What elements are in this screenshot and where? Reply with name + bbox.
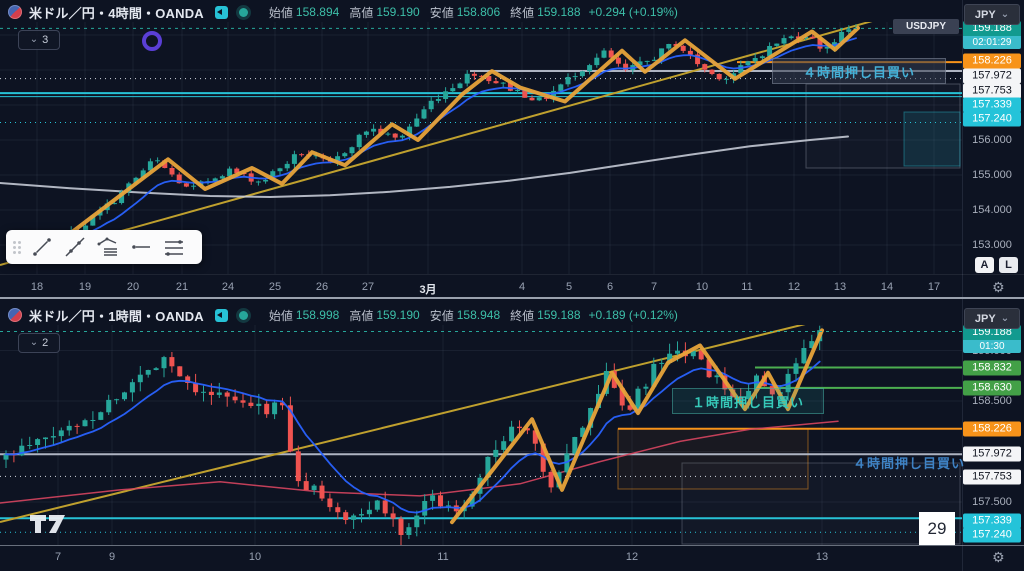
time-axis-separator-bottom [0, 545, 1024, 546]
symbol-title-1h[interactable]: 米ドル／円・1時間・OANDA [29, 308, 204, 324]
usdjpy-pair-icon [8, 5, 22, 19]
chart-pane-0 [0, 22, 962, 274]
price-axis-separator [962, 0, 963, 571]
low-label: 安値 [429, 308, 454, 323]
symbol-title-4h[interactable]: 米ドル／円・4時間・OANDA [29, 5, 204, 21]
ohlc-readout-4h: 始値 158.894 高値 159.190 安値 158.806 終値 159.188 … [259, 4, 678, 21]
chevron-down-icon: ⌄ [29, 337, 39, 348]
open-label: 始値 [268, 5, 293, 20]
high-value: 159.190 [376, 5, 420, 19]
low-value: 158.948 [456, 308, 501, 322]
indicator-icon[interactable] [142, 31, 162, 51]
tradingview-logo[interactable] [30, 512, 76, 541]
close-label: 終値 [510, 308, 535, 323]
close-value: 159.188 [537, 308, 581, 322]
indicator-count: 3 [42, 34, 49, 46]
change-value: +0.189 (+0.12%) [588, 308, 678, 322]
axis-settings-gear-icon[interactable]: ⚙ [992, 549, 1005, 565]
indicator-count: 2 [42, 337, 49, 349]
extended-line-icon[interactable] [63, 235, 87, 259]
high-label: 高値 [349, 5, 374, 20]
drawing-toolbar [6, 230, 202, 264]
currency-label: JPY [974, 312, 996, 325]
log-scale-button[interactable]: L [999, 257, 1018, 273]
annotation-4h-pullback-buy-lower[interactable]: ４時間押し目買い [853, 455, 966, 471]
axis-settings-gear-icon[interactable]: ⚙ [992, 279, 1005, 295]
chart-header-4h: 米ドル／円・4時間・OANDA 始値 158.894 高値 159.190 安値 15… [8, 3, 678, 21]
close-value: 159.188 [537, 5, 581, 19]
high-label: 高値 [349, 308, 374, 323]
toolbar-drag-handle[interactable] [13, 240, 21, 254]
currency-button-1h[interactable]: JPY ⌄ [964, 308, 1020, 329]
currency-button-4h[interactable]: JPY ⌄ [964, 4, 1020, 25]
market-status-icon [238, 310, 248, 320]
chart-header-1h: 米ドル／円・1時間・OANDA 始値 158.998 高値 159.190 安値 15… [8, 306, 678, 324]
time-axis-separator-top [0, 274, 1024, 275]
market-status-icon [238, 7, 248, 17]
open-label: 始値 [268, 308, 293, 323]
annotation-4h-pullback-buy[interactable]: ４時間押し目買い [772, 58, 946, 84]
chevron-down-icon: ⌄ [1000, 312, 1010, 324]
parallel-channel-icon[interactable] [162, 235, 186, 259]
low-value: 158.806 [456, 5, 501, 19]
chevron-down-icon: ⌄ [29, 34, 39, 45]
close-label: 終値 [510, 5, 535, 20]
low-label: 安値 [429, 5, 454, 20]
currency-label: JPY [974, 8, 996, 21]
auto-scale-button[interactable]: A [975, 257, 994, 273]
chart-style-icon[interactable] [214, 5, 228, 19]
panel-splitter[interactable] [0, 297, 1024, 299]
annotation-1h-pullback-buy[interactable]: １時間押し目買い [672, 388, 824, 414]
legend-collapse-button-1h[interactable]: ⌄ 2 [18, 333, 60, 353]
ohlc-readout-1h: 始値 158.998 高値 159.190 安値 158.948 終値 159.188 … [259, 307, 678, 324]
trend-line-icon[interactable] [30, 235, 54, 259]
chevron-down-icon: ⌄ [1000, 8, 1010, 20]
chart-pane-1 [0, 325, 962, 545]
annotation-count-badge[interactable]: 29 [919, 512, 955, 545]
price-line-symbol-tag: USDJPY [893, 19, 959, 34]
high-value: 159.190 [376, 308, 420, 322]
legend-collapse-button-4h[interactable]: ⌄ 3 [18, 30, 60, 50]
pitchfork-icon[interactable] [96, 235, 120, 259]
usdjpy-pair-icon [8, 308, 22, 322]
horizontal-ray-icon[interactable] [129, 235, 153, 259]
open-value: 158.998 [295, 308, 340, 322]
chart-style-icon[interactable] [214, 308, 228, 322]
change-value: +0.294 (+0.19%) [588, 5, 678, 19]
open-value: 158.894 [295, 5, 340, 19]
